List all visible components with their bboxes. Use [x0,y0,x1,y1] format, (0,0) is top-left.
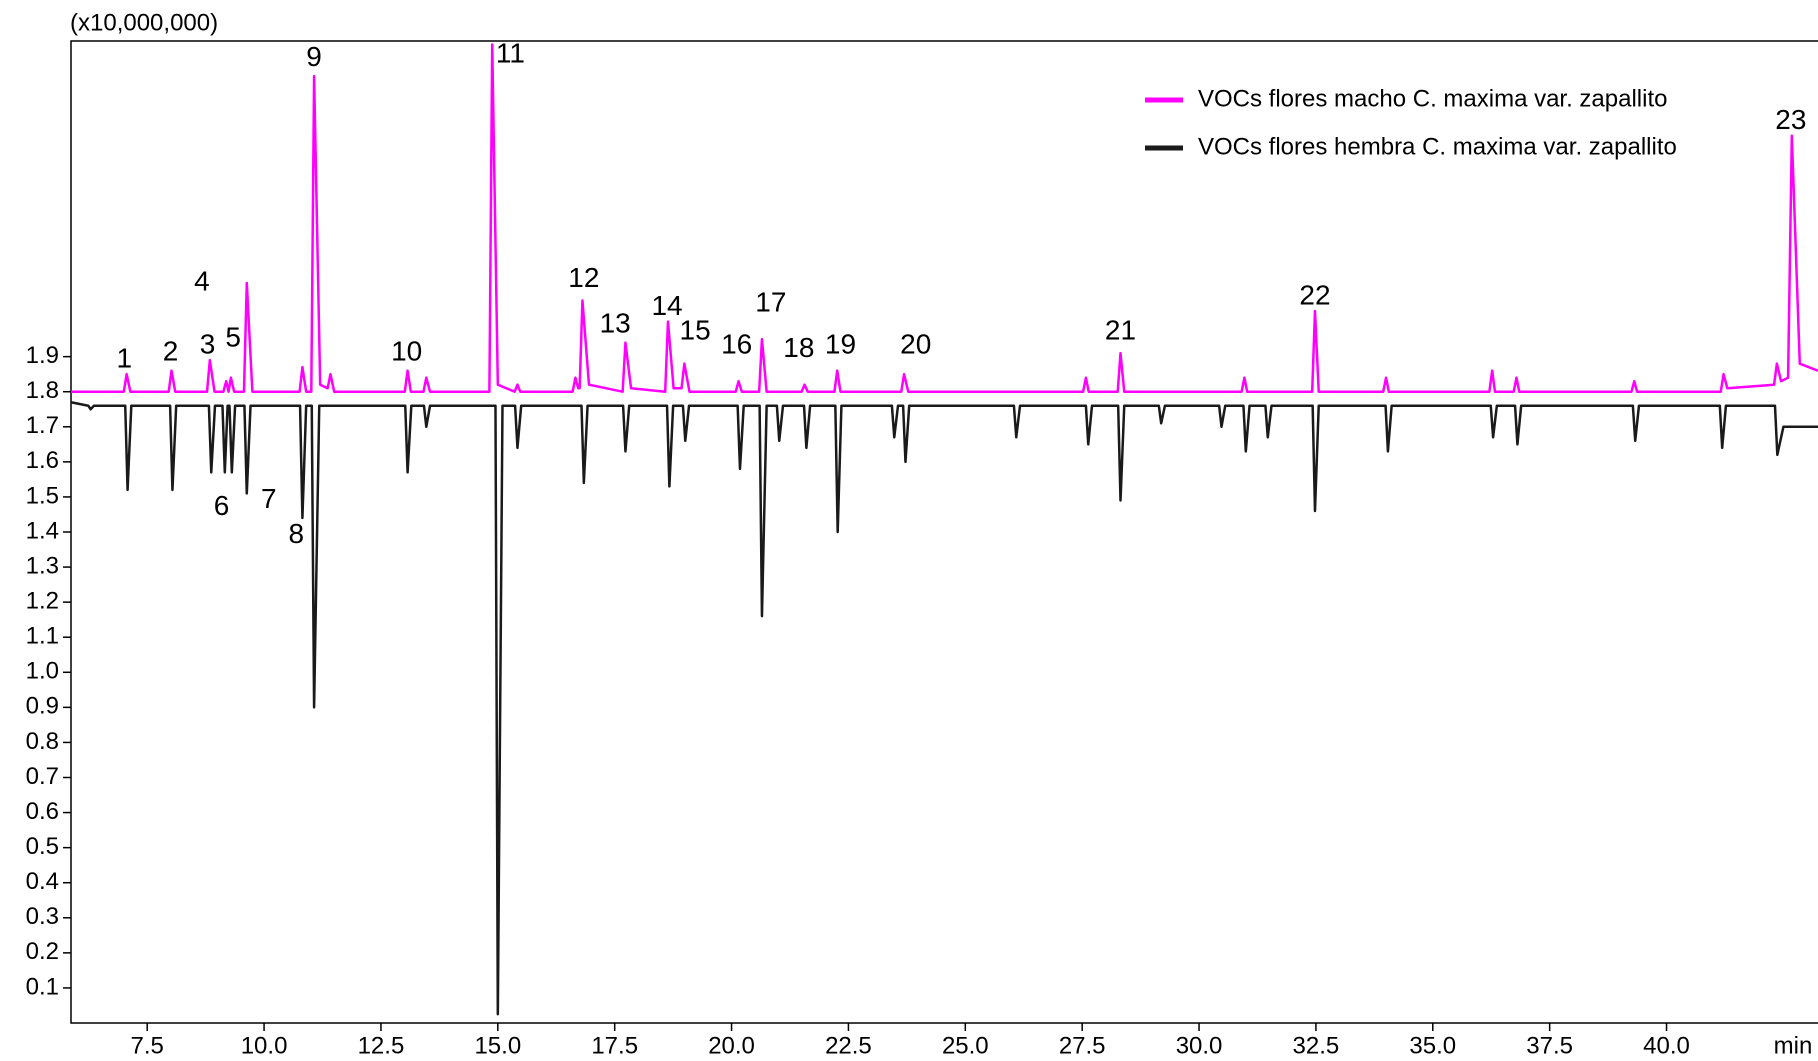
legend-label: VOCs flores macho C. maxima var. zapalli… [1198,85,1668,112]
x-tick-label: 30.0 [1176,1032,1223,1059]
y-tick-label: 1.8 [26,377,59,404]
x-axis-label: min [1774,1032,1813,1059]
peak-label: 18 [783,332,814,363]
x-tick-label: 10.0 [241,1032,288,1059]
y-tick-label: 1.3 [26,552,59,579]
y-tick-label: 1.5 [26,482,59,509]
peak-label: 7 [261,483,277,514]
x-tick-label: 37.5 [1526,1032,1573,1059]
peak-label: 11 [496,37,525,68]
peak-label: 19 [825,329,856,360]
peak-label: 23 [1775,104,1806,135]
x-tick-label: 15.0 [474,1032,521,1059]
y-tick-label: 1.1 [26,623,59,650]
y-tick-label: 1.6 [26,447,59,474]
peak-label: 14 [651,290,682,321]
peak-label: 17 [755,286,786,317]
y-tick-label: 0.8 [26,728,59,755]
y-tick-label: 0.3 [26,903,59,930]
peak-label: 22 [1299,279,1330,310]
y-tick-label: 0.4 [26,868,59,895]
peak-label: 21 [1105,314,1136,345]
x-tick-label: 25.0 [942,1032,989,1059]
peak-label: 10 [391,336,422,367]
y-tick-label: 1.7 [26,412,59,439]
y-unit-label: (x10,000,000) [70,9,218,36]
peak-label: 13 [600,307,631,338]
peak-label: 5 [225,321,241,352]
x-tick-label: 35.0 [1409,1032,1456,1059]
x-tick-label: 12.5 [358,1032,405,1059]
y-tick-label: 0.6 [26,798,59,825]
y-tick-label: 1.9 [26,342,59,369]
x-tick-label: 7.5 [131,1032,164,1059]
y-tick-label: 0.9 [26,693,59,720]
x-tick-label: 27.5 [1059,1032,1106,1059]
peak-label: 8 [289,518,305,549]
y-tick-label: 0.2 [26,938,59,965]
plot-frame [70,40,1818,1024]
series-line [71,43,1818,393]
x-tick-label: 40.0 [1643,1032,1690,1059]
y-tick-label: 0.1 [26,973,59,1000]
peak-label: 4 [194,265,210,296]
y-tick-label: 1.4 [26,517,59,544]
legend-label: VOCs flores hembra C. maxima var. zapall… [1198,133,1677,160]
x-tick-label: 32.5 [1293,1032,1340,1059]
peak-label: 3 [200,329,216,360]
y-tick-label: 0.7 [26,763,59,790]
peak-label: 1 [117,343,133,374]
x-tick-label: 17.5 [591,1032,638,1059]
x-tick-label: 20.0 [708,1032,755,1059]
peak-label: 15 [680,314,711,345]
peak-label: 2 [163,336,179,367]
x-tick-label: 22.5 [825,1032,872,1059]
series-line [70,401,1818,1016]
peak-label: 9 [306,41,322,72]
y-tick-label: 0.5 [26,833,59,860]
y-tick-label: 1.2 [26,587,59,614]
peak-label: 12 [568,262,599,293]
y-tick-label: 1.0 [26,658,59,685]
peak-label: 6 [214,490,230,521]
peak-label: 20 [900,329,931,360]
peak-label: 16 [721,329,752,360]
